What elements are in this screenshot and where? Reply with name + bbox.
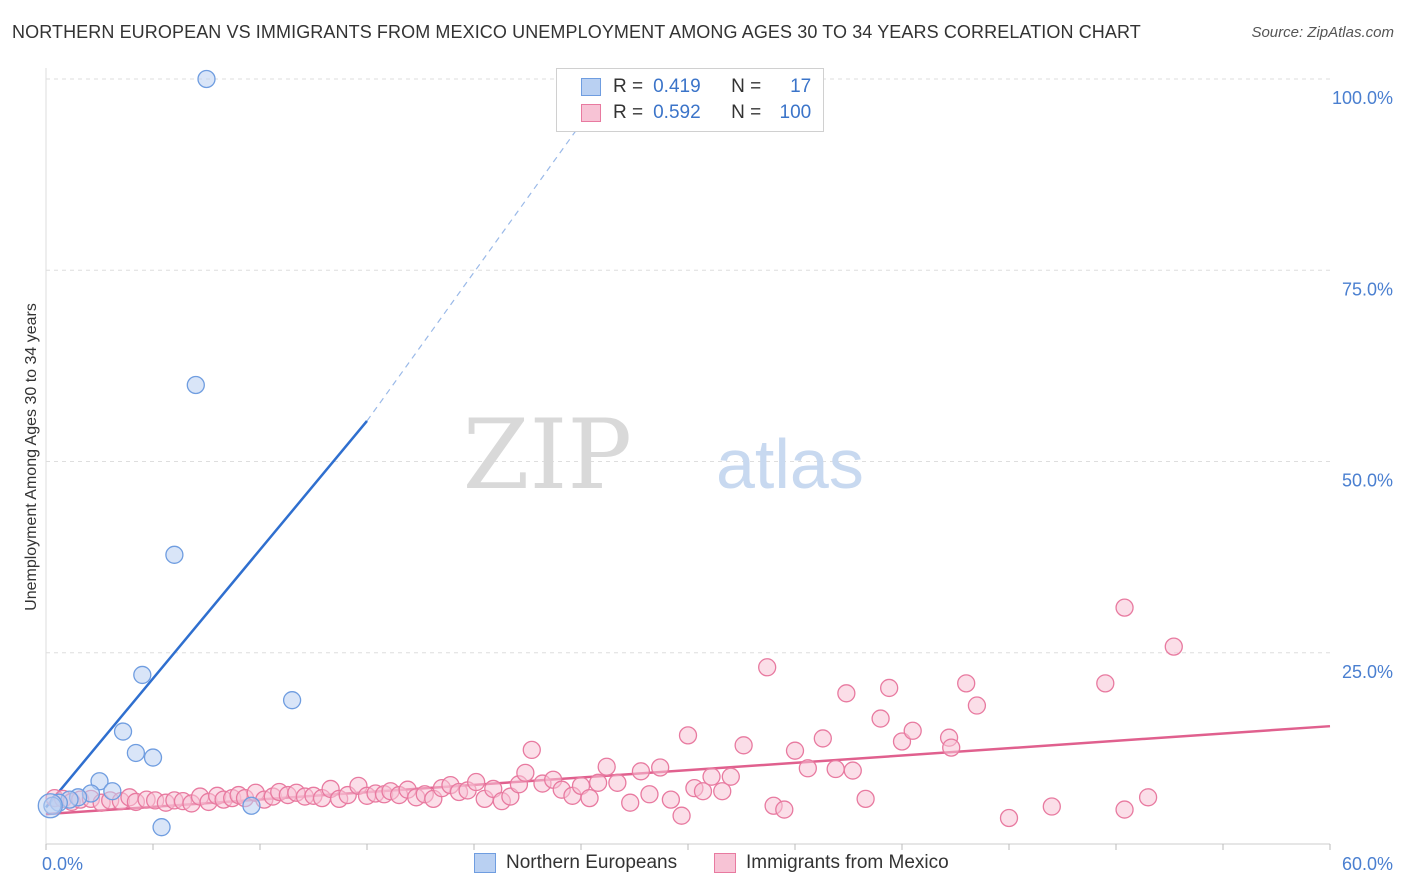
point-immigrants-mexico <box>721 767 740 786</box>
point-immigrants-mexico <box>1042 797 1061 816</box>
point-immigrants-mexico <box>1115 598 1134 617</box>
point-immigrants-mexico <box>843 761 862 780</box>
point-immigrants-mexico <box>999 808 1019 828</box>
series-legend: Northern Europeans Immigrants from Mexic… <box>0 852 1406 878</box>
point-immigrants-mexico <box>661 790 681 809</box>
legend-n-value: 100 <box>779 102 812 123</box>
point-immigrants-mexico <box>1164 637 1183 656</box>
point-immigrants-mexico <box>672 806 691 825</box>
series-name: Immigrants from Mexico <box>746 852 949 873</box>
legend-n-value: 17 <box>790 76 812 97</box>
point-immigrants-mexico <box>903 721 922 740</box>
point-northern-europeans <box>186 375 205 395</box>
point-immigrants-mexico <box>702 767 721 786</box>
point-immigrants-mexico <box>734 736 753 755</box>
point-immigrants-mexico <box>785 741 805 760</box>
x-tick-label-max: 60.0% <box>1342 854 1393 874</box>
point-immigrants-mexico <box>871 709 890 728</box>
point-immigrants-mexico <box>826 759 845 779</box>
series-swatch-pink <box>714 853 736 873</box>
trend-line-extension <box>366 78 614 422</box>
series-swatch-blue <box>474 853 496 873</box>
legend-r-label: R = <box>613 102 644 123</box>
point-northern-europeans <box>152 818 171 837</box>
point-immigrants-mexico <box>967 696 987 715</box>
trend-lines <box>45 78 1331 816</box>
point-immigrants-mexico <box>516 763 535 783</box>
point-immigrants-mexico <box>775 800 794 819</box>
point-immigrants-mexico <box>942 738 961 757</box>
axes: 25.0% 50.0% 75.0% 100.0% 0.0% 60.0% <box>42 68 1393 874</box>
point-immigrants-mexico <box>640 785 659 804</box>
point-northern-europeans <box>113 722 133 741</box>
point-immigrants-mexico <box>693 782 713 801</box>
legend-row-immigrants-mexico: R = 0.592 N = 100 <box>581 100 811 126</box>
series-legend-immigrants-mexico: Immigrants from Mexico <box>714 852 949 874</box>
legend-r-value: 0.419 <box>653 76 701 97</box>
point-immigrants-mexico <box>588 773 608 792</box>
series-legend-northern-europeans: Northern Europeans <box>474 852 677 874</box>
point-immigrants-mexico <box>813 729 832 748</box>
watermark: ZIP atlas <box>463 399 864 511</box>
point-immigrants-mexico <box>880 678 899 698</box>
gridlines <box>46 78 1330 654</box>
point-immigrants-mexico <box>1115 800 1134 819</box>
x-tick-label-min: 0.0% <box>42 854 83 874</box>
legend-swatch-blue <box>581 78 601 96</box>
data-points <box>37 69 1183 837</box>
chart-title: NORTHERN EUROPEAN VS IMMIGRANTS FROM MEX… <box>12 22 1141 42</box>
point-northern-europeans <box>126 743 146 763</box>
correlation-legend: R = 0.419 N = 17 R = 0.592 N = 100 <box>556 68 824 132</box>
legend-row-northern-europeans: R = 0.419 N = 17 <box>581 74 811 100</box>
point-immigrants-mexico <box>678 726 698 745</box>
watermark-zip: ZIP <box>463 399 632 511</box>
point-immigrants-mexico <box>798 759 817 778</box>
point-northern-europeans <box>133 665 152 685</box>
point-northern-europeans <box>143 748 163 767</box>
legend-n-label: N = <box>731 76 762 97</box>
y-tick-label: 100.0% <box>1332 88 1393 108</box>
point-immigrants-mexico <box>856 789 875 809</box>
point-immigrants-mexico <box>597 757 616 776</box>
point-immigrants-mexico <box>580 788 599 808</box>
y-tick-label: 75.0% <box>1342 279 1393 299</box>
point-cluster-origin <box>37 793 63 819</box>
legend-r-label: R = <box>613 76 644 97</box>
y-tick-label: 25.0% <box>1342 662 1393 682</box>
point-immigrants-mexico <box>837 684 856 703</box>
point-immigrants-mexico <box>631 762 651 781</box>
point-immigrants-mexico <box>957 674 976 693</box>
point-immigrants-mexico <box>1096 674 1115 693</box>
point-immigrants-mexico <box>713 782 732 801</box>
point-immigrants-mexico <box>608 773 627 792</box>
point-immigrants-mexico <box>466 772 486 792</box>
point-immigrants-mexico <box>621 793 640 812</box>
y-tick-label: 50.0% <box>1342 471 1393 491</box>
legend-r-value: 0.592 <box>653 102 701 123</box>
legend-n-label: N = <box>731 102 762 123</box>
watermark-atlas: atlas <box>716 425 864 503</box>
trend-line-northern-europeans <box>45 420 368 809</box>
point-northern-europeans <box>103 782 122 801</box>
point-northern-europeans <box>242 796 261 815</box>
point-northern-europeans <box>165 545 184 564</box>
point-immigrants-mexico <box>1138 788 1158 807</box>
point-immigrants-mexico <box>651 758 670 777</box>
point-immigrants-mexico <box>522 740 541 760</box>
point-immigrants-mexico <box>758 658 777 677</box>
y-axis-label: Unemployment Among Ages 30 to 34 years <box>23 303 40 611</box>
series-name: Northern Europeans <box>506 852 678 873</box>
source-credit: Source: ZipAtlas.com <box>1251 24 1394 41</box>
point-northern-europeans <box>282 691 302 710</box>
legend-swatch-pink <box>581 104 601 122</box>
point-northern-europeans <box>197 69 216 89</box>
